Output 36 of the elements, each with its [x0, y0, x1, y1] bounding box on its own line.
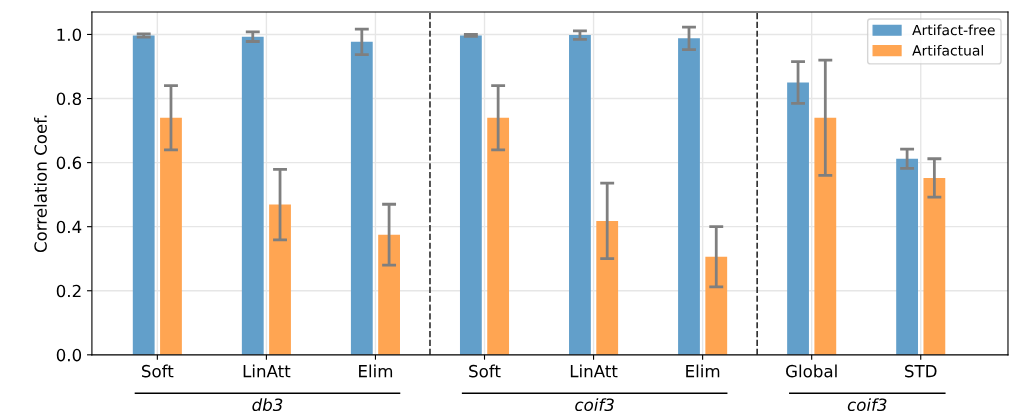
legend-label: Artifactual — [912, 44, 983, 56]
bar — [705, 256, 728, 355]
x-tick-label: Elim — [359, 364, 393, 378]
bar — [269, 204, 291, 355]
bar — [678, 38, 700, 355]
text: coif3 — [575, 398, 614, 412]
y-tick-label: 0.4 — [56, 220, 82, 234]
bar — [241, 36, 264, 355]
y-tick-label: 0.6 — [56, 156, 82, 170]
bar — [569, 35, 591, 355]
x-tick-label: Soft — [469, 364, 501, 378]
x-tick-label: STD — [905, 364, 937, 378]
y-axis-title: Correlation Coef. — [34, 115, 47, 253]
legend-label: Artifact-free — [912, 24, 995, 36]
bar — [350, 41, 373, 355]
text: coif3 — [847, 398, 887, 412]
bar — [896, 158, 919, 355]
y-tick-label: 0.0 — [56, 348, 82, 362]
y-tick-label: 1.0 — [57, 28, 82, 42]
bar — [459, 35, 482, 355]
x-tick-label: LinAtt — [570, 364, 618, 378]
x-tick-label: Elim — [686, 364, 720, 378]
x-tick-label: LinAtt — [243, 364, 291, 378]
bar — [487, 117, 510, 355]
bar — [787, 82, 809, 355]
x-tick-label: Global — [786, 364, 837, 378]
bar — [814, 117, 837, 355]
text: db3 — [252, 398, 283, 412]
y-tick-label: 0.2 — [56, 284, 81, 298]
bar — [132, 35, 155, 355]
x-tick-label: Soft — [142, 364, 174, 378]
bar — [160, 117, 182, 355]
bar — [923, 177, 946, 355]
y-tick-label: 0.8 — [56, 92, 82, 106]
bar — [378, 234, 400, 355]
bar — [596, 220, 619, 355]
